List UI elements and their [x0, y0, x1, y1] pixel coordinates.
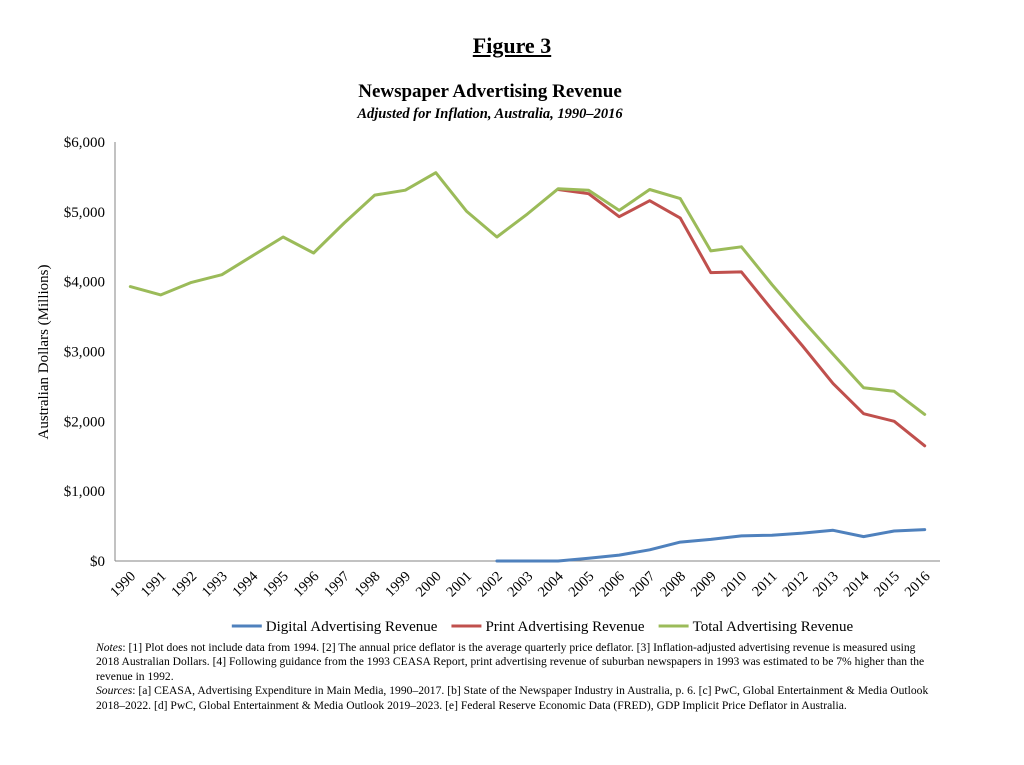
x-tick-label: 2004	[535, 568, 567, 600]
chart-title: Newspaper Advertising Revenue	[358, 81, 622, 102]
x-tick-label: 2008	[657, 569, 689, 601]
x-tick-label: 2000	[413, 569, 445, 601]
sources-paragraph: Sources: [a] CEASA, Advertising Expendit…	[96, 684, 940, 713]
notes-paragraph: Notes: [1] Plot does not include data fr…	[96, 641, 940, 684]
x-tick-label: 2015	[871, 569, 903, 601]
y-axis-label: Australian Dollars (Millions)	[36, 265, 52, 440]
x-tick-label: 1992	[168, 569, 200, 601]
x-tick-label: 2005	[566, 569, 598, 601]
x-tick-label: 1995	[260, 569, 292, 601]
y-tick-label: $6,000	[64, 135, 105, 151]
sources-text: : [a] CEASA, Advertising Expenditure in …	[96, 684, 929, 712]
series-line-print	[556, 188, 927, 448]
legend-label: Print Advertising Revenue	[485, 619, 644, 635]
x-tick-label: 2002	[474, 569, 506, 601]
x-tick-label: 2012	[780, 569, 812, 601]
notes-text: : [1] Plot does not include data from 19…	[96, 641, 925, 683]
legend-label: Digital Advertising Revenue	[266, 619, 438, 635]
y-tick-label: $1,000	[64, 484, 105, 500]
x-tick-label: 2011	[749, 569, 780, 600]
x-tick-label: 1997	[321, 569, 353, 601]
x-tick-label: 1999	[382, 569, 414, 601]
x-tick-label: 2001	[443, 569, 475, 601]
figure-label: Figure 3	[472, 33, 552, 58]
y-tick-label: $0	[90, 554, 105, 570]
notes-label: Notes	[96, 641, 123, 654]
series-lines	[128, 171, 927, 563]
line-chart: $0 $1,000 $2,000 $3,000 $4,000 $5,000 $6,000 19…	[36, 135, 940, 635]
x-tick-label: 2003	[505, 569, 537, 601]
x-tick-label: 1998	[352, 569, 384, 601]
sources-label: Sources	[96, 684, 133, 698]
y-tick-label: $3,000	[64, 345, 105, 361]
x-tick-label: 1993	[199, 569, 231, 601]
x-tick-label: 2007	[627, 569, 659, 601]
series-line-digital	[495, 528, 927, 563]
y-tick-label: $2,000	[64, 414, 105, 430]
footnotes: Notes: [1] Plot does not include data fr…	[96, 641, 940, 713]
x-tick-label: 1996	[291, 569, 323, 601]
axes: $0 $1,000 $2,000 $3,000 $4,000 $5,000 $6,000 19…	[36, 135, 940, 600]
y-tick-label: $4,000	[64, 275, 105, 291]
legend-label: Total Advertising Revenue	[693, 619, 854, 635]
x-tick-label: 2016	[902, 569, 934, 601]
legend: Digital Advertising Revenue Print Adverti…	[231, 619, 854, 635]
x-tick-label: 1990	[107, 569, 139, 601]
chart-subtitle: Adjusted for Inflation, Australia, 1990–…	[357, 106, 623, 122]
y-tick-label: $5,000	[64, 205, 105, 221]
x-tick-label: 1991	[138, 569, 170, 601]
x-tick-label: 1994	[230, 568, 262, 600]
x-tick-label: 2006	[596, 569, 628, 601]
x-tick-label: 2010	[718, 569, 750, 601]
series-line-total	[128, 171, 927, 416]
x-tick-label: 2014	[841, 568, 873, 600]
x-tick-label: 2009	[688, 569, 720, 601]
x-tick-label: 2013	[810, 569, 842, 601]
